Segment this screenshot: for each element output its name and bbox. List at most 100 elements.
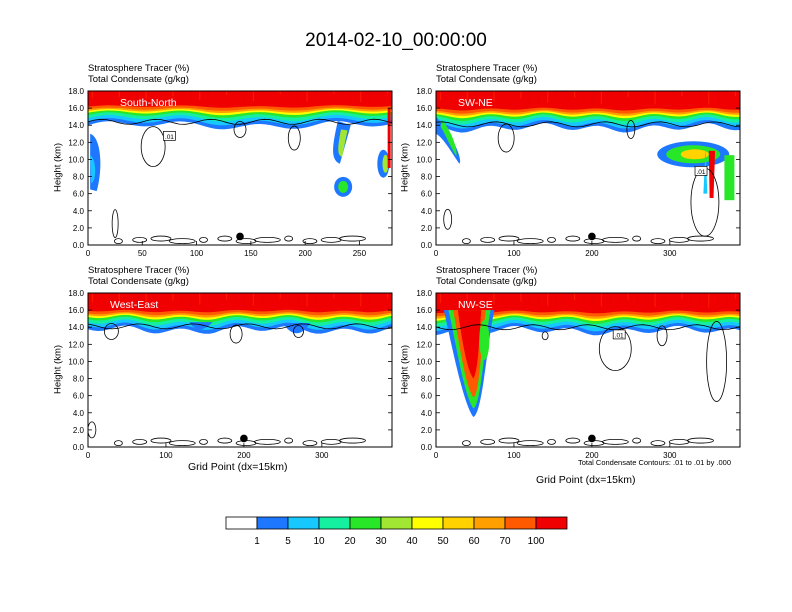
colorbar-swatch <box>473 516 506 530</box>
panel2-header: Stratosphere Tracer (%) Total Condensate… <box>436 63 537 85</box>
panel3-xtick-label: 300 <box>315 451 329 460</box>
panel4-frame <box>435 292 741 448</box>
panel3-plot-area <box>88 293 392 447</box>
panel1-low-cloud-contour <box>132 236 148 243</box>
panel4-cloud-contour <box>598 326 632 372</box>
panel2-plot-area <box>436 91 740 245</box>
panel2-location-marker <box>588 232 596 241</box>
panel3-location-marker <box>240 434 248 443</box>
panel1-ytick-label: 6.0 <box>73 190 85 199</box>
panel4-xlabel: Grid Point (dx=15km) <box>536 474 636 486</box>
panel1-cloud-contour <box>111 209 119 239</box>
colorbar-label: 70 <box>499 536 511 547</box>
panel2-low-cloud-contour <box>632 235 642 242</box>
panel4-contour-label: .01 <box>615 332 624 339</box>
panel4-ytick-label: 14.0 <box>416 323 432 332</box>
panel3-xlabel: Grid Point (dx=15km) <box>188 461 288 473</box>
panel2-right-column <box>724 155 735 201</box>
panel3-xtick-label: 200 <box>237 451 251 460</box>
panel3-ytick-label: 2.0 <box>73 426 85 435</box>
panel4-header: Stratosphere Tracer (%) Total Condensate… <box>436 265 537 287</box>
panel3-condensate-contours <box>88 323 392 447</box>
panel4-cloud-contour <box>541 331 549 341</box>
panel2-low-cloud-contour <box>461 238 471 245</box>
colorbar-label: 60 <box>468 536 480 547</box>
colorbar-label: 20 <box>344 536 356 547</box>
panel2-left-intrusion-inner <box>440 120 457 157</box>
panel4-low-cloud-contour <box>547 438 556 445</box>
panel2-frame <box>435 90 741 246</box>
panel3-tropopause-contour <box>88 323 392 330</box>
colorbar-label: 40 <box>406 536 418 547</box>
panel1-ytick-label: 14.0 <box>68 121 84 130</box>
panel4-section-label: NW-SE <box>458 299 493 311</box>
panel2-low-cloud-contour <box>498 235 520 242</box>
panel2-cloud-contour <box>443 208 453 230</box>
colorbar-label: 5 <box>285 536 291 547</box>
panel2-ytick-label: 4.0 <box>421 207 433 216</box>
panel3-low-cloud-contour <box>302 440 318 447</box>
chart-title: 2014-02-10_00:00:00 <box>305 30 487 51</box>
panel3-low-cloud-contour <box>168 440 196 447</box>
panel2-right-cloud-core <box>680 149 709 160</box>
panel1-low-cloud-contour <box>302 238 318 245</box>
panel1-cloud-contour <box>233 121 247 138</box>
panel3-ytick-label: 12.0 <box>68 340 84 349</box>
panel3-xtick-label: 0 <box>86 451 91 460</box>
colorbar-swatch <box>442 516 475 530</box>
colorbar-swatch <box>318 516 351 530</box>
panel1-header-line2: Total Condensate (g/kg) <box>88 74 189 85</box>
panel4-ytick-label: 16.0 <box>416 306 432 315</box>
panel3-low-cloud-contour <box>284 437 294 444</box>
panel1-xtick-label: 200 <box>298 249 312 258</box>
panel3-header-line1: Stratosphere Tracer (%) <box>88 265 190 276</box>
colorbar-swatch <box>411 516 444 530</box>
panel4-low-cloud-contour <box>516 440 544 447</box>
panel2-contour-label-box <box>694 166 708 176</box>
panel4-xtick-label: 100 <box>507 451 521 460</box>
colorbar-swatch <box>349 516 382 530</box>
panel3-cloud-contour <box>88 421 97 439</box>
panel3-low-cloud-contour <box>253 438 281 445</box>
panel3-low-cloud-contour <box>150 437 172 444</box>
panel2-low-cloud-contour <box>687 235 714 242</box>
panel2-ytick-label: 8.0 <box>421 173 433 182</box>
panel1-intrusion-inner <box>338 129 348 157</box>
panel1-ytick-label: 16.0 <box>68 104 84 113</box>
panel1-xtick-label: 0 <box>86 249 91 258</box>
panel2-ytick-label: 12.0 <box>416 138 432 147</box>
panel3-ytick-label: 0.0 <box>73 443 85 452</box>
panel4-ytick-label: 4.0 <box>421 409 433 418</box>
panel1-plot-area <box>88 91 392 245</box>
panel1-cloud-contour <box>287 125 301 151</box>
panel1-ytick-label: 18.0 <box>68 87 84 96</box>
panel1-contour-label: .01 <box>165 134 174 141</box>
panel3-cloud-contour <box>229 324 243 344</box>
panel1-cloud-contour <box>140 126 166 168</box>
panel1-frame <box>87 90 393 246</box>
panel1-location-marker <box>236 232 244 241</box>
colorbar-label: 30 <box>375 536 387 547</box>
panel3-section-label: West-East <box>110 299 158 311</box>
panel3-low-cloud-contour <box>339 437 366 444</box>
panel2-section-label: SW-NE <box>458 97 493 109</box>
panel1-low-cloud-contour <box>168 238 196 245</box>
panel2-contour-label: .01 <box>697 169 706 176</box>
panel1-right-edge-red <box>387 108 391 169</box>
panel3-ytick-label: 14.0 <box>68 323 84 332</box>
panel4-ytick-label: 18.0 <box>416 289 432 298</box>
panel1-header-line1: Stratosphere Tracer (%) <box>88 63 190 74</box>
panel4-ytick-label: 10.0 <box>416 357 432 366</box>
panel4-tropopause-contour <box>436 324 740 331</box>
panel4-ytick-label: 12.0 <box>416 340 432 349</box>
panel1-xtick-label: 50 <box>138 249 147 258</box>
panel1-tropopause-contour <box>88 118 392 125</box>
panel1-ytick-label: 8.0 <box>73 173 85 182</box>
panel3-ytick-label: 4.0 <box>73 409 85 418</box>
panel3-frame <box>87 292 393 448</box>
panel4-low-cloud-contour <box>480 438 496 445</box>
panel4-cloud-contour <box>656 325 668 347</box>
panel1-condensate-contours <box>88 118 392 245</box>
panel4-condensate-contours <box>436 321 740 447</box>
